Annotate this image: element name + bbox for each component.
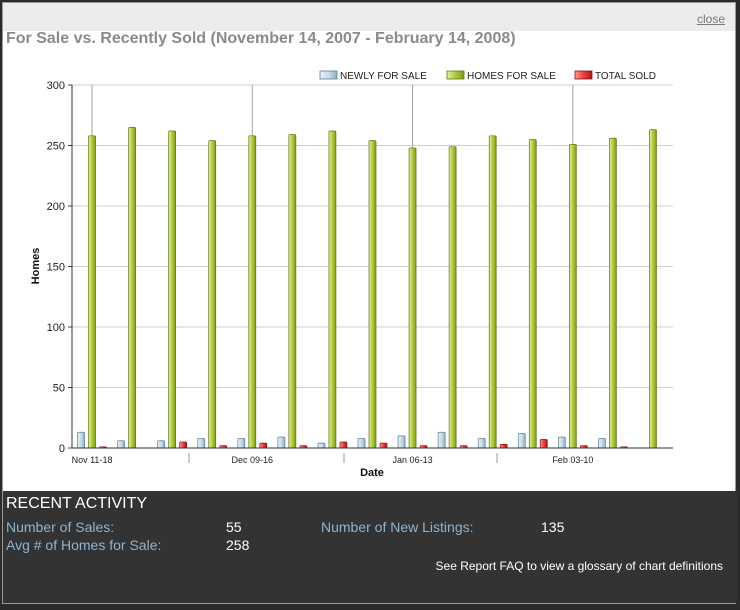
bar-homes-for-sale-14 xyxy=(649,129,657,449)
y-tick-label-300: 300 xyxy=(47,80,65,92)
legend-item-newly-for-sale: NEWLY FOR SALE xyxy=(319,70,427,82)
chart-container: 0 50 100 150 200 250 300 Nov 11-18 Dec 09-16 Jan … xyxy=(6,55,734,489)
bar-newly-for-sale-11 xyxy=(517,433,526,449)
avg-homes-value: 258 xyxy=(226,537,250,553)
bar-newly-for-sale-4 xyxy=(237,437,246,449)
legend-label-newly: NEWLY FOR SALE xyxy=(340,71,427,82)
x-category-label-2: Jan 06-13 xyxy=(393,455,433,465)
legend-swatch-sold xyxy=(574,70,593,80)
y-tick-label-0: 0 xyxy=(59,443,65,455)
legend: NEWLY FOR SALE HOMES FOR SALE TOTAL SOLD xyxy=(319,70,656,82)
legend-label-sold: TOTAL SOLD xyxy=(595,71,656,82)
x-category-label-0: Nov 11-18 xyxy=(72,455,113,465)
bar-newly-for-sale-9 xyxy=(437,431,446,449)
bar-newly-for-sale-7 xyxy=(357,437,366,449)
bar-total-sold-4 xyxy=(259,442,268,449)
bar-newly-for-sale-3 xyxy=(197,437,206,449)
bar-newly-for-sale-0 xyxy=(77,431,85,449)
bar-total-sold-7 xyxy=(379,442,388,449)
bar-homes-for-sale-4 xyxy=(248,135,257,449)
axes: 0 50 100 150 200 250 300 Nov 11-18 Dec 09-16 Jan … xyxy=(47,80,673,465)
new-listings-value: 135 xyxy=(541,519,565,535)
bar-total-sold-6 xyxy=(339,441,348,449)
bar-newly-for-sale-12 xyxy=(557,436,566,449)
chart-page-title: For Sale vs. Recently Sold (November 14,… xyxy=(6,30,516,47)
bar-homes-for-sale-11 xyxy=(528,139,537,449)
legend-swatch-homes xyxy=(446,70,465,80)
avg-homes-label: Avg # of Homes for Sale: xyxy=(6,537,162,553)
x-axis-title: Date xyxy=(360,467,384,479)
bar-homes-for-sale-5 xyxy=(288,134,297,449)
bar-newly-for-sale-6 xyxy=(317,442,326,449)
bar-homes-for-sale-1 xyxy=(128,126,136,449)
modal-topbar: close xyxy=(3,3,735,31)
bar-newly-for-sale-8 xyxy=(397,435,406,449)
bar-homes-for-sale-2 xyxy=(168,130,177,449)
bar-newly-for-sale-1 xyxy=(117,440,125,449)
close-link[interactable]: close xyxy=(696,12,725,26)
legend-label-homes: HOMES FOR SALE xyxy=(467,71,556,82)
bar-total-sold-2 xyxy=(179,441,188,449)
bar-total-sold-11 xyxy=(539,439,548,449)
bar-homes-for-sale-3 xyxy=(208,140,217,449)
bar-homes-for-sale-10 xyxy=(488,135,497,449)
new-listings-label: Number of New Listings: xyxy=(321,519,474,535)
y-tick-label-50: 50 xyxy=(53,383,65,395)
bar-homes-for-sale-7 xyxy=(368,140,377,449)
bar-homes-for-sale-6 xyxy=(328,130,337,449)
recent-activity-heading: RECENT ACTIVITY xyxy=(6,495,148,512)
legend-item-total-sold: TOTAL SOLD xyxy=(574,70,656,82)
bar-newly-for-sale-13 xyxy=(598,437,606,449)
bar-newly-for-sale-5 xyxy=(277,436,286,449)
bar-total-sold-10 xyxy=(499,444,508,449)
bar-chart: 0 50 100 150 200 250 300 Nov 11-18 Dec 09-16 Jan … xyxy=(30,70,673,479)
bar-homes-for-sale-12 xyxy=(568,143,577,449)
bars xyxy=(77,126,657,449)
x-category-label-1: Dec 09-16 xyxy=(232,455,274,465)
bar-newly-for-sale-2 xyxy=(157,440,166,449)
y-tick-label-100: 100 xyxy=(47,322,65,334)
y-axis-title: Homes xyxy=(30,248,42,285)
faq-note: See Report FAQ to view a glossary of cha… xyxy=(435,559,723,573)
y-tick-label-150: 150 xyxy=(47,262,65,274)
bar-homes-for-sale-9 xyxy=(448,146,457,449)
y-tick-label-200: 200 xyxy=(47,201,65,213)
legend-item-homes-for-sale: HOMES FOR SALE xyxy=(446,70,556,82)
bar-newly-for-sale-10 xyxy=(477,437,486,449)
number-of-sales-label: Number of Sales: xyxy=(6,519,115,535)
number-of-sales-value: 55 xyxy=(226,519,242,535)
x-category-label-3: Feb 03-10 xyxy=(552,455,593,465)
y-tick-label-250: 250 xyxy=(47,141,65,153)
legend-swatch-newly xyxy=(319,70,338,80)
bar-homes-for-sale-13 xyxy=(609,137,617,449)
bar-homes-for-sale-0 xyxy=(88,135,96,449)
bar-homes-for-sale-8 xyxy=(408,147,417,449)
recent-activity-panel: RECENT ACTIVITY Number of Sales: 55 Avg … xyxy=(3,491,737,603)
